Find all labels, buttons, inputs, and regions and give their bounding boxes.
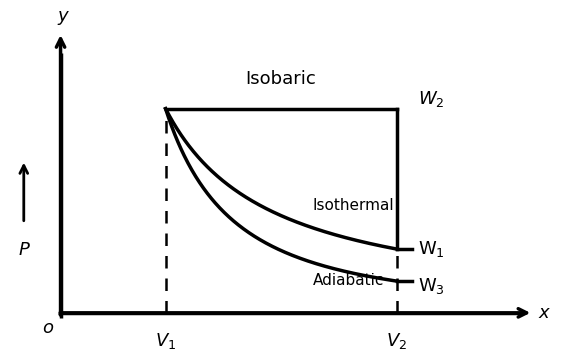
Text: y: y <box>57 6 68 24</box>
Text: W$_3$: W$_3$ <box>418 276 444 296</box>
Text: $\mathit{W}_2$: $\mathit{W}_2$ <box>418 89 444 108</box>
Text: P: P <box>18 241 29 260</box>
Text: Adiabatic: Adiabatic <box>313 273 384 288</box>
Text: $V_1$: $V_1$ <box>155 331 176 351</box>
Text: Isobaric: Isobaric <box>246 70 317 88</box>
Text: W$_1$: W$_1$ <box>418 239 444 259</box>
Text: Isothermal: Isothermal <box>313 198 394 213</box>
Text: $V_2$: $V_2$ <box>386 331 407 351</box>
Text: o: o <box>42 319 53 337</box>
Text: x: x <box>539 304 549 322</box>
